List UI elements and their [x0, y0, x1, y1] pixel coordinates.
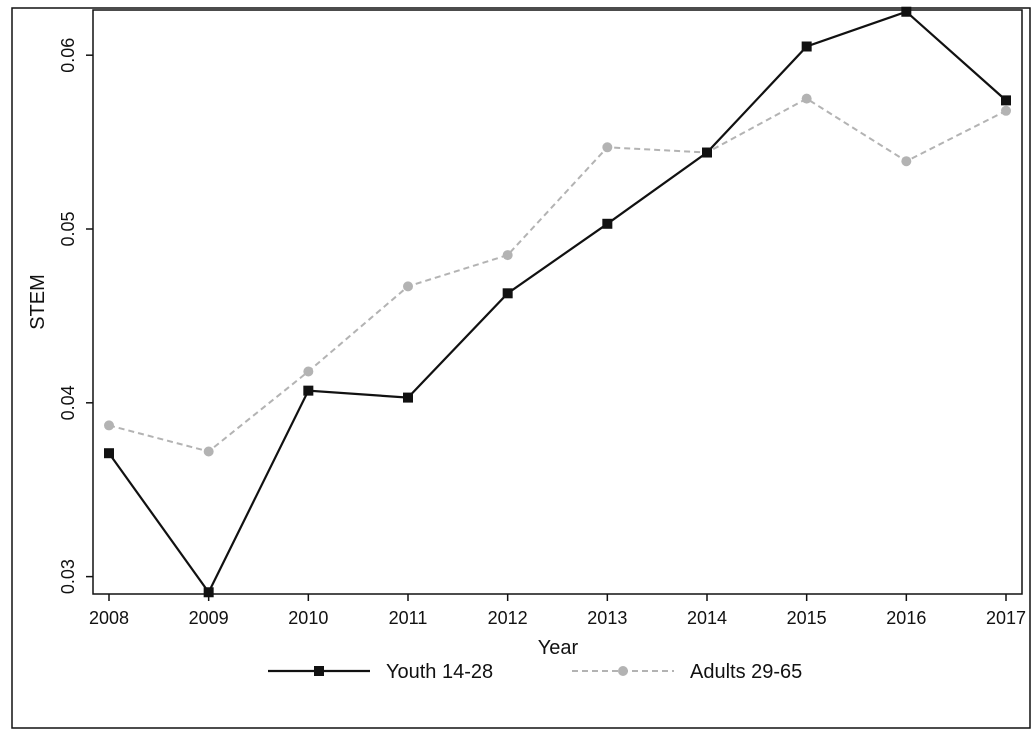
data-point	[104, 448, 114, 459]
x-tick-label: 2014	[687, 608, 727, 628]
x-tick-label: 2012	[488, 608, 528, 628]
legend-label: Youth 14-28	[386, 661, 493, 683]
x-axis-title: Year	[538, 637, 579, 659]
y-tick-label: 0.04	[58, 385, 78, 420]
y-axis: 0.03 0.04 0.05 0.06	[58, 38, 93, 594]
data-point	[901, 156, 912, 167]
series-line-youth-14-28	[108, 10, 1007, 595]
legend-item: Adults 29-65	[572, 661, 802, 683]
plot-area-frame	[92, 9, 1023, 595]
y-tick-label: 0.03	[58, 559, 78, 594]
x-tick-label: 2008	[89, 608, 129, 628]
y-axis-title: STEM	[27, 274, 49, 330]
data-point	[104, 420, 114, 431]
data-point	[1001, 95, 1011, 106]
y-tick-label: 0.06	[58, 38, 78, 73]
data-point	[303, 366, 314, 377]
data-point	[801, 93, 812, 104]
x-tick-label: 2017	[986, 608, 1026, 628]
legend-item: Youth 14-28	[268, 661, 493, 683]
data-point	[702, 147, 712, 158]
legend-swatch-marker	[314, 666, 324, 676]
data-point	[502, 288, 513, 299]
legend-swatch-marker	[618, 666, 628, 676]
series-line-adults-29-65	[108, 97, 1007, 453]
x-tick-label: 2016	[886, 608, 926, 628]
data-point	[901, 6, 912, 17]
x-tick-label: 2010	[288, 608, 328, 628]
series-youth-14-28	[104, 6, 1011, 598]
data-point	[801, 41, 812, 52]
data-point	[602, 142, 613, 153]
legend: Youth 14-28 Adults 29-65	[268, 661, 802, 683]
series-layer	[104, 6, 1011, 598]
legend-label: Adults 29-65	[690, 661, 802, 683]
data-point	[303, 385, 314, 396]
x-tick-label: 2009	[189, 608, 229, 628]
x-tick-label: 2015	[787, 608, 827, 628]
x-tick-label: 2013	[587, 608, 627, 628]
x-tick-label: 2011	[389, 608, 428, 628]
data-point	[502, 250, 513, 261]
data-point	[403, 281, 413, 292]
data-point	[1001, 105, 1011, 116]
data-point	[403, 392, 413, 403]
x-axis: 2008 2009 2010 2011 2012 2013 2014 2015 2016 2017	[89, 594, 1026, 628]
data-point	[602, 218, 613, 229]
data-point	[203, 446, 214, 457]
y-tick-label: 0.05	[58, 211, 78, 246]
data-point	[203, 587, 214, 598]
